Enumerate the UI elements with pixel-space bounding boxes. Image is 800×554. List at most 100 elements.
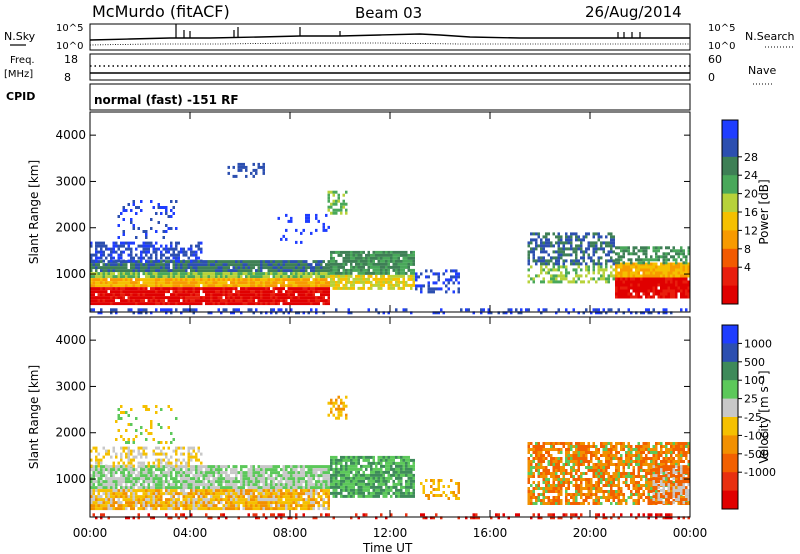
- power-cell: [192, 287, 195, 291]
- velocity-cell: [205, 492, 208, 496]
- power-cell: [175, 253, 178, 257]
- velocity-cell: [115, 471, 118, 475]
- power-cell: [682, 265, 685, 269]
- power-cell: [115, 266, 118, 270]
- power-cell: [570, 238, 573, 242]
- velocity-cell: [175, 474, 178, 478]
- power-cell: [167, 247, 170, 251]
- velocity-cell: [282, 507, 285, 511]
- power-cell: [145, 311, 148, 315]
- power-cell: [637, 255, 640, 259]
- velocity-cell: [357, 473, 360, 477]
- power-cell: [270, 281, 273, 285]
- velocity-cell: [360, 479, 363, 483]
- power-cell: [142, 290, 145, 294]
- power-cell: [175, 272, 178, 276]
- power-cell: [615, 274, 618, 278]
- velocity-cell: [395, 494, 398, 498]
- power-cell: [342, 283, 345, 287]
- power-cell: [137, 278, 140, 282]
- velocity-cell: [122, 504, 125, 508]
- power-cell: [182, 293, 185, 297]
- velocity-cell: [195, 501, 198, 505]
- velocity-cell: [97, 468, 100, 472]
- power-cell: [322, 269, 325, 273]
- velocity-cell: [125, 507, 128, 511]
- power-cell: [605, 262, 608, 266]
- velocity-cell: [190, 477, 193, 481]
- velocity-cell: [250, 471, 253, 475]
- power-cell: [590, 277, 593, 281]
- power-cell: [165, 272, 168, 276]
- velocity-cell: [137, 474, 140, 478]
- power-cell: [277, 299, 280, 303]
- velocity-cell: [335, 476, 338, 480]
- velocity-cell: [100, 458, 103, 462]
- velocity-cell: [187, 486, 190, 490]
- velocity-cell: [90, 486, 93, 490]
- power-cell: [105, 247, 108, 251]
- power-cell: [155, 287, 158, 291]
- power-cell: [340, 265, 343, 269]
- velocity-cell: [412, 461, 415, 465]
- velocity-cell: [302, 492, 305, 496]
- velocity-cell: [220, 486, 223, 490]
- velocity-cell: [122, 477, 125, 481]
- velocity-cell: [327, 495, 330, 499]
- power-cell: [652, 246, 655, 250]
- power-cell: [617, 295, 620, 299]
- power-cell: [662, 292, 665, 296]
- velocity-cell: [332, 455, 335, 459]
- power-cell: [480, 308, 483, 312]
- power-cell: [112, 302, 115, 306]
- power-cell: [135, 236, 138, 239]
- power-cell: [192, 299, 195, 303]
- power-cell: [377, 280, 380, 284]
- power-cell: [102, 263, 105, 267]
- power-cell: [540, 241, 543, 245]
- power-cell: [272, 299, 275, 303]
- power-cell: [665, 258, 668, 262]
- power-cell: [387, 274, 390, 278]
- velocity-cell: [307, 507, 310, 511]
- velocity-cell: [190, 492, 193, 496]
- velocity-cell: [232, 477, 235, 481]
- power-cell: [272, 263, 275, 267]
- power-cell: [127, 302, 130, 306]
- velocity-cell: [112, 501, 115, 505]
- power-cell: [685, 292, 688, 296]
- power-cell: [190, 299, 193, 303]
- power-cell: [250, 269, 253, 273]
- power-cell: [660, 265, 663, 269]
- power-cell: [655, 286, 658, 290]
- power-cell: [592, 250, 595, 254]
- velocity-cell: [270, 504, 273, 508]
- velocity-cell: [302, 498, 305, 502]
- power-cell: [652, 283, 655, 287]
- power-cell: [680, 295, 683, 299]
- power-cell: [677, 274, 680, 278]
- power-cell: [677, 283, 680, 287]
- power-cell: [627, 252, 630, 256]
- power-cell: [167, 281, 170, 285]
- velocity-cell: [137, 452, 140, 456]
- velocity-cell: [175, 446, 178, 450]
- power-cell: [647, 286, 650, 290]
- velocity-cell: [385, 482, 388, 486]
- power-cell: [400, 262, 403, 266]
- power-cell: [592, 244, 595, 248]
- power-cell: [397, 286, 400, 290]
- power-cell: [405, 253, 408, 257]
- velocity-cell: [242, 507, 245, 511]
- power-cell: [415, 284, 418, 288]
- power-cell: [252, 299, 255, 303]
- velocity-cell: [332, 473, 335, 477]
- power-cell: [412, 277, 415, 281]
- power-cell: [250, 263, 253, 267]
- velocity-cell: [182, 458, 185, 462]
- velocity-cell: [390, 455, 393, 459]
- power-cell: [180, 266, 183, 270]
- velocity-cell: [125, 504, 128, 508]
- velocity-cell: [342, 482, 345, 486]
- velocity-cell: [232, 468, 235, 472]
